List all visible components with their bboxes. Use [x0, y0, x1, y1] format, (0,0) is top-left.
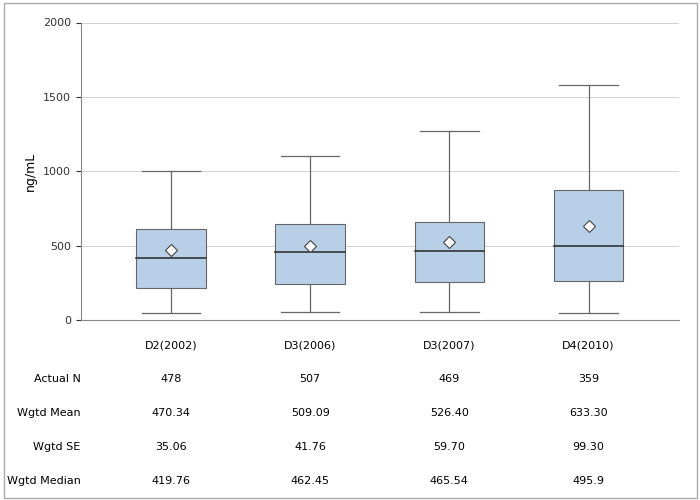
Bar [275, 224, 345, 284]
Text: 462.45: 462.45 [290, 476, 330, 486]
Text: 495.9: 495.9 [573, 476, 605, 486]
Text: 465.54: 465.54 [430, 476, 469, 486]
Text: D3(2006): D3(2006) [284, 340, 336, 350]
Y-axis label: ng/mL: ng/mL [24, 152, 37, 191]
Text: Actual N: Actual N [34, 374, 80, 384]
Text: 59.70: 59.70 [433, 442, 466, 452]
Text: 507: 507 [300, 374, 321, 384]
Bar [414, 222, 484, 282]
Text: Wgtd Mean: Wgtd Mean [17, 408, 80, 418]
Text: 469: 469 [439, 374, 460, 384]
Text: Wgtd SE: Wgtd SE [34, 442, 80, 452]
Text: 35.06: 35.06 [155, 442, 187, 452]
Text: 359: 359 [578, 374, 599, 384]
Text: 99.30: 99.30 [573, 442, 605, 452]
Text: 633.30: 633.30 [569, 408, 608, 418]
Text: 526.40: 526.40 [430, 408, 469, 418]
Bar [554, 190, 623, 280]
Bar [136, 230, 206, 288]
Text: D3(2007): D3(2007) [423, 340, 475, 350]
Text: 509.09: 509.09 [290, 408, 330, 418]
Text: 419.76: 419.76 [151, 476, 190, 486]
Text: 41.76: 41.76 [294, 442, 326, 452]
Text: 470.34: 470.34 [151, 408, 190, 418]
Text: D4(2010): D4(2010) [562, 340, 615, 350]
Text: Wgtd Median: Wgtd Median [6, 476, 80, 486]
Text: 478: 478 [160, 374, 182, 384]
Text: D2(2002): D2(2002) [145, 340, 197, 350]
